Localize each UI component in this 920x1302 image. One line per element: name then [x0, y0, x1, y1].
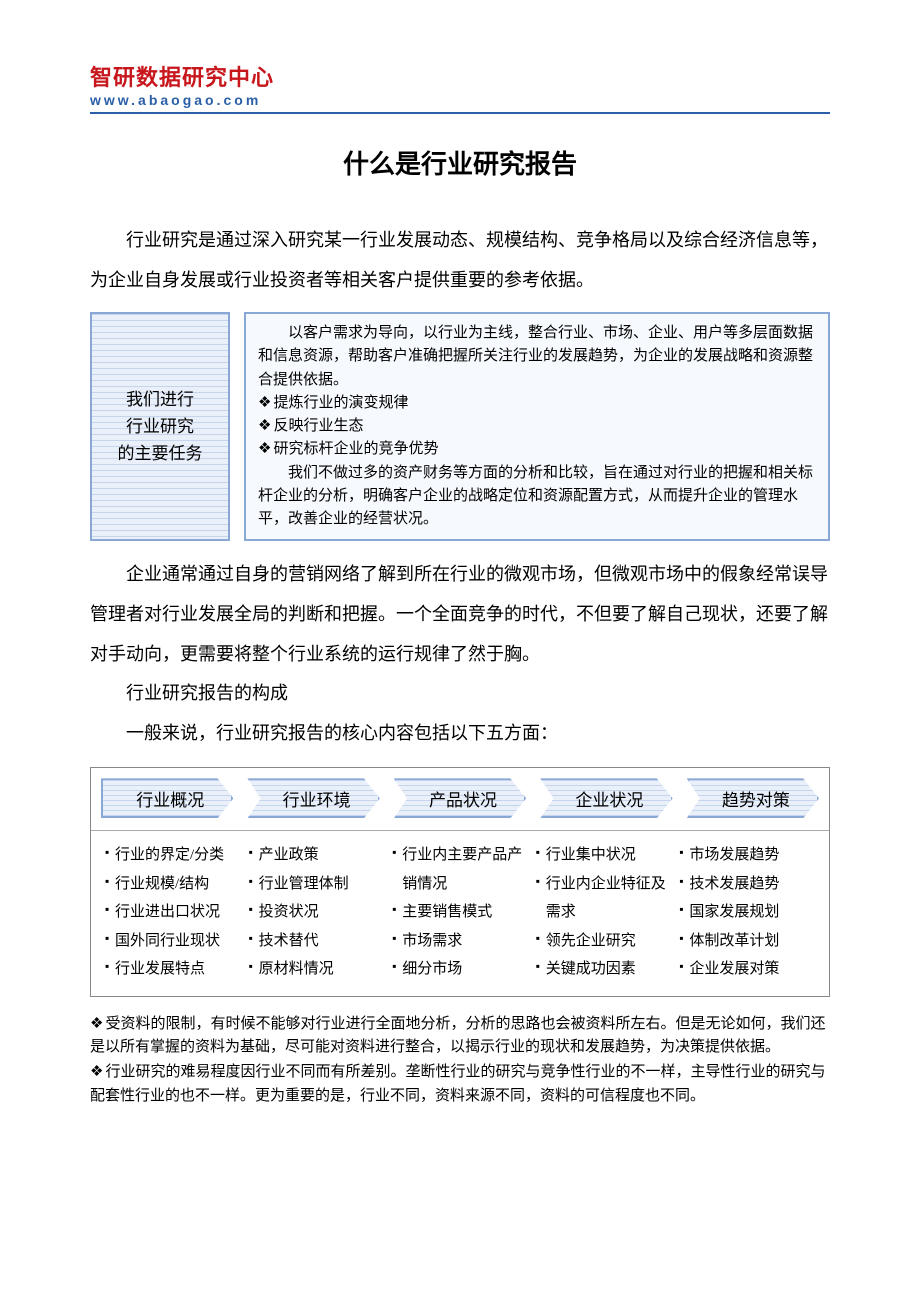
list-item: 主要销售模式 — [392, 898, 528, 927]
tasks-left-box: 我们进行 行业研究 的主要任务 — [90, 312, 230, 541]
list-item: 细分市场 — [392, 955, 528, 984]
logo-text-url: www.abaogao.com — [90, 92, 830, 108]
header: 智研数据研究中心 www.abaogao.com — [90, 60, 830, 114]
footnotes: 受资料的限制，有时候不能够对行业进行全面地分析，分析的思路也会被资料所左右。但是… — [90, 1013, 830, 1108]
tasks-right-post: 我们不做过多的资产财务等方面的分析和比较，旨在通过对行业的把握和相关标杆企业的分… — [258, 462, 816, 532]
columns-row: 行业的界定/分类行业规模/结构行业进出口状况国外同行业现状行业发展特点产业政策行… — [91, 831, 829, 996]
column-2: 产业政策行业管理体制投资状况技术替代原材料情况 — [245, 841, 389, 984]
list-item: 原材料情况 — [249, 955, 385, 984]
subhead-1: 行业研究报告的构成 — [90, 674, 830, 714]
list-item: 国家发展规划 — [679, 898, 815, 927]
tasks-left-line: 的主要任务 — [118, 440, 203, 467]
page-title: 什么是行业研究报告 — [90, 144, 830, 181]
tasks-bullet: 提炼行业的演变规律 — [258, 392, 816, 415]
list-item: 产业政策 — [249, 841, 385, 870]
list-item: 行业发展特点 — [105, 955, 241, 984]
list-item: 行业规模/结构 — [105, 870, 241, 899]
tasks-bullet: 反映行业生态 — [258, 415, 816, 438]
chevron-1: 行业概况 — [101, 778, 233, 818]
list-item: 技术替代 — [249, 927, 385, 956]
chevron-2: 行业环境 — [247, 778, 379, 818]
intro-paragraph: 行业研究是通过深入研究某一行业发展动态、规模结构、竞争格局以及综合经济信息等，为… — [90, 221, 830, 300]
body-paragraph: 企业通常通过自身的营销网络了解到所在行业的微观市场，但微观市场中的假象经常误导管… — [90, 555, 830, 674]
footnote-1: 受资料的限制，有时候不能够对行业进行全面地分析，分析的思路也会被资料所左右。但是… — [90, 1013, 830, 1060]
list-item: 市场需求 — [392, 927, 528, 956]
five-aspects-box: 行业概况 行业环境 产品状况 企业状况 趋势对策 行业的界定/分类行业规模/结构… — [90, 767, 830, 997]
list-item: 行业内企业特征及需求 — [536, 870, 672, 927]
chevron-row: 行业概况 行业环境 产品状况 企业状况 趋势对策 — [91, 768, 829, 831]
list-item: 技术发展趋势 — [679, 870, 815, 899]
tasks-diagram: 我们进行 行业研究 的主要任务 以客户需求为导向，以行业为主线，整合行业、市场、… — [90, 312, 830, 541]
tasks-left-line: 我们进行 — [126, 386, 194, 413]
chevron-5: 趋势对策 — [687, 778, 819, 818]
tasks-bullet: 研究标杆企业的竞争优势 — [258, 438, 816, 461]
list-item: 行业集中状况 — [536, 841, 672, 870]
list-item: 关键成功因素 — [536, 955, 672, 984]
column-5: 市场发展趋势技术发展趋势国家发展规划体制改革计划企业发展对策 — [675, 841, 819, 984]
list-item: 企业发展对策 — [679, 955, 815, 984]
list-item: 领先企业研究 — [536, 927, 672, 956]
tasks-left-line: 行业研究 — [126, 413, 194, 440]
list-item: 行业的界定/分类 — [105, 841, 241, 870]
tasks-right-box: 以客户需求为导向，以行业为主线，整合行业、市场、企业、用户等多层面数据和信息资源… — [244, 312, 830, 541]
page: 智研数据研究中心 www.abaogao.com 什么是行业研究报告 行业研究是… — [0, 0, 920, 1170]
subhead-2: 一般来说，行业研究报告的核心内容包括以下五方面： — [90, 714, 830, 754]
list-item: 市场发展趋势 — [679, 841, 815, 870]
list-item: 国外同行业现状 — [105, 927, 241, 956]
chevron-3: 产品状况 — [394, 778, 526, 818]
column-3: 行业内主要产品产销情况主要销售模式市场需求细分市场 — [388, 841, 532, 984]
list-item: 行业进出口状况 — [105, 898, 241, 927]
column-1: 行业的界定/分类行业规模/结构行业进出口状况国外同行业现状行业发展特点 — [101, 841, 245, 984]
list-item: 行业内主要产品产销情况 — [392, 841, 528, 898]
list-item: 行业管理体制 — [249, 870, 385, 899]
footnote-2: 行业研究的难易程度因行业不同而有所差别。垄断性行业的研究与竞争性行业的不一样，主… — [90, 1061, 830, 1108]
logo-text-cn: 智研数据研究中心 — [90, 60, 830, 92]
list-item: 投资状况 — [249, 898, 385, 927]
chevron-4: 企业状况 — [540, 778, 672, 818]
tasks-right-pre: 以客户需求为导向，以行业为主线，整合行业、市场、企业、用户等多层面数据和信息资源… — [258, 322, 816, 392]
list-item: 体制改革计划 — [679, 927, 815, 956]
column-4: 行业集中状况行业内企业特征及需求领先企业研究关键成功因素 — [532, 841, 676, 984]
